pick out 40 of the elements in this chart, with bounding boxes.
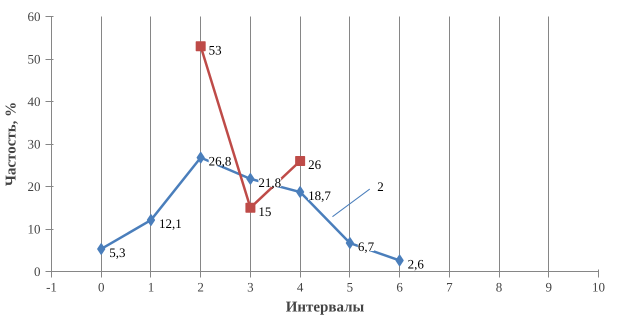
data-label: 12,1 [158,216,182,232]
y-tick-label: 40 [28,94,40,109]
data-label: 5,3 [109,244,126,260]
point [346,237,354,250]
data-label: 6,7 [358,239,375,254]
data-label: 21,8 [258,174,282,190]
y-axis-title: Частость, % [4,102,20,186]
x-tick-label: 8 [496,280,502,294]
x-tick-label: 10 [592,280,605,294]
x-tick-label: 3 [247,280,254,294]
data-label: 18,7 [308,188,332,204]
x-tick-label: 9 [546,280,552,294]
x-axis-title: Интервалы [286,300,365,316]
data-label: 26 [308,157,322,172]
x-tick-label: 6 [396,280,404,294]
y-tick-label: 60 [28,9,40,24]
data-label: 15 [258,204,272,219]
x-tick-label: 7 [446,280,454,294]
point [246,172,255,185]
data-label: 2,6 [408,256,424,272]
x-tick-label: 1 [148,280,154,294]
point [296,186,304,198]
x-tick-label: -1 [46,280,57,294]
x-tick-label: 0 [98,280,104,294]
point [146,214,156,226]
point [295,156,306,166]
y-tick-label: 50 [28,52,40,66]
data-label: 26,8 [208,154,232,169]
y-tick-label: 30 [28,136,40,152]
x-tick-label: 4 [296,280,304,294]
y-tick-label: 10 [28,222,40,236]
point [245,202,256,213]
point [395,254,404,266]
point [196,41,206,52]
x-tick-label: 5 [346,280,354,294]
x-tick-label: 2 [197,280,204,294]
y-tick-label: 0 [34,264,40,279]
y-tick-label: 20 [28,179,40,194]
text: 2 [377,179,384,194]
data-label: 53 [208,42,222,58]
